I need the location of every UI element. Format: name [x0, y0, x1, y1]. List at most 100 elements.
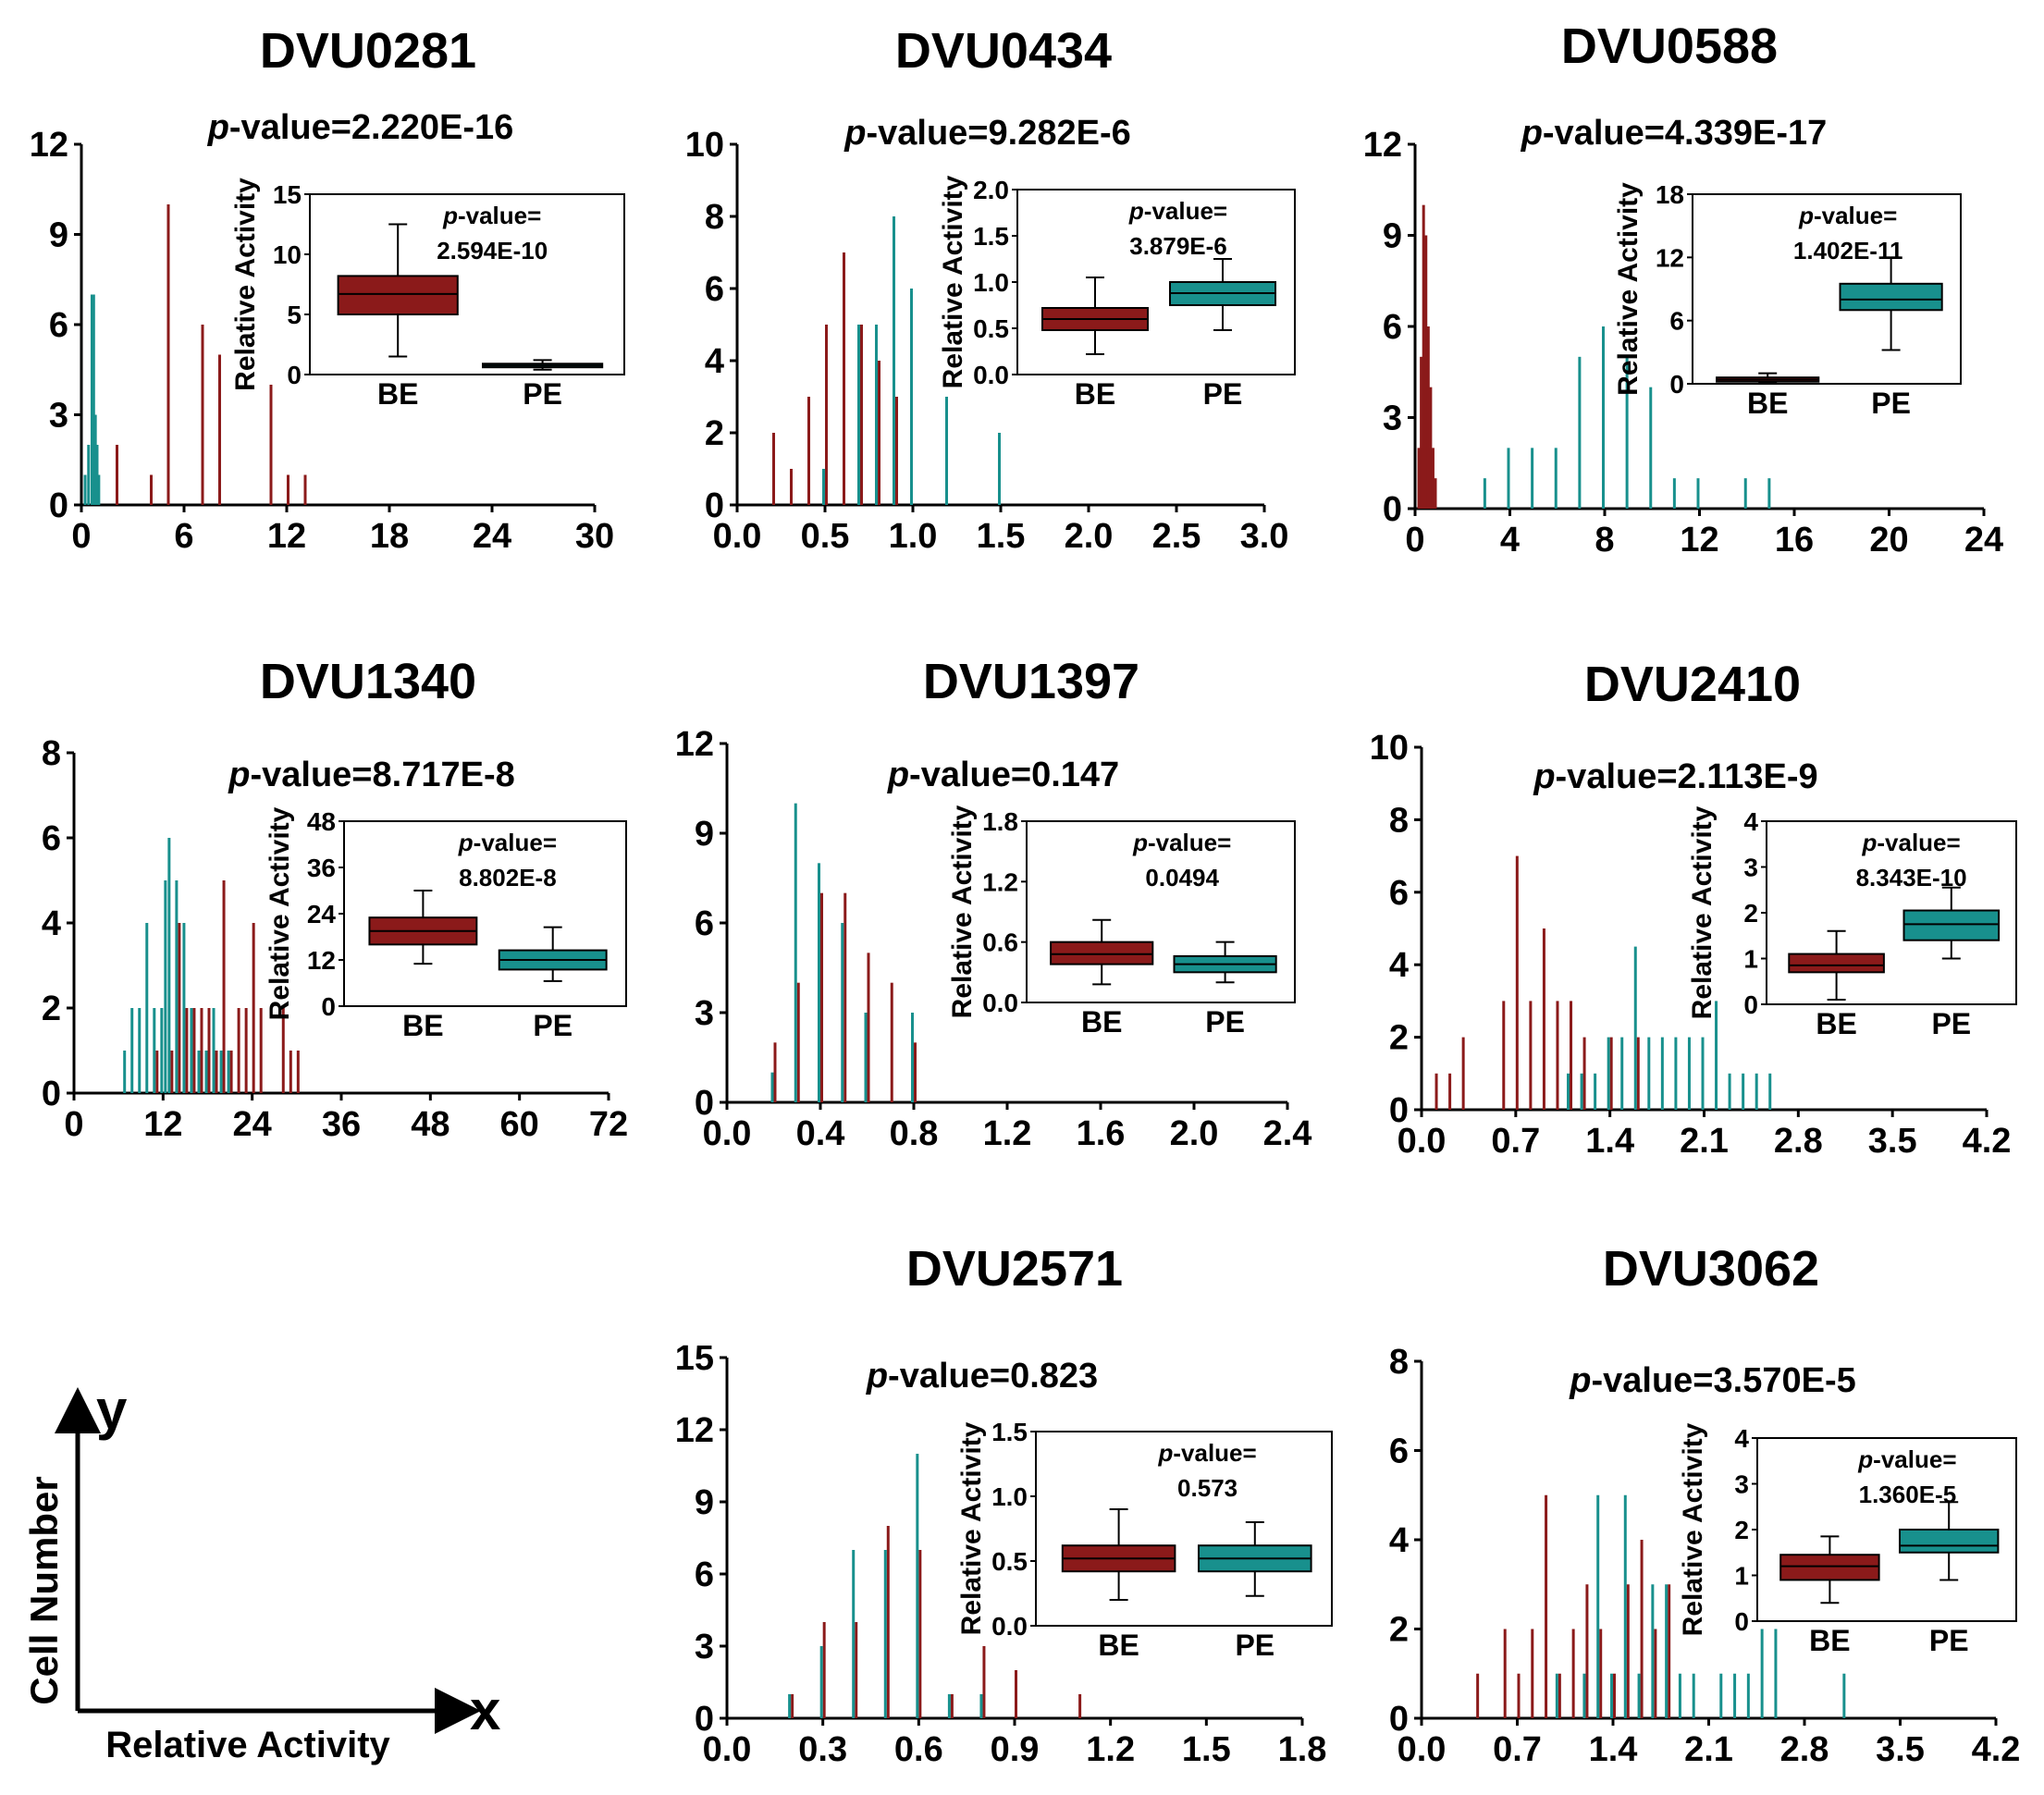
- y-tick-label: 9: [695, 1483, 714, 1522]
- inset-category-label: PE: [1929, 1624, 1969, 1657]
- bar-pe: [788, 1694, 792, 1718]
- box-pe: [1169, 258, 1276, 331]
- x-tick-label: 4.2: [1963, 1122, 2012, 1161]
- panel-pvalue: p-value=0.147: [887, 756, 1119, 794]
- bar-be: [860, 325, 863, 505]
- bar-be: [252, 923, 255, 1093]
- bar-be: [843, 252, 845, 505]
- y-tick-label: 6: [49, 306, 68, 345]
- bar-be: [1448, 1073, 1452, 1110]
- bar-pe: [175, 880, 179, 1093]
- box-pe: [1839, 256, 1943, 351]
- x-tick-label: 1.5: [977, 517, 1026, 556]
- inset-pvalue-label: p-value=: [458, 829, 557, 856]
- legend-x-letter: x: [470, 1679, 500, 1741]
- inset-frame: [309, 193, 625, 375]
- x-tick-label: 2.1: [1684, 1730, 1733, 1769]
- inset-pvalue-label: p-value=: [1132, 829, 1231, 856]
- inset-y-tick-label: 1: [1734, 1562, 1749, 1591]
- inset-frame: [1026, 820, 1296, 1003]
- y-tick-label: 0: [1389, 1091, 1409, 1130]
- inset-y-axis-label: Relative Activity: [1687, 805, 1718, 1019]
- inset-y-axis-label: Relative Activity: [265, 806, 295, 1020]
- inset-pvalue-italic-p: p: [442, 202, 458, 229]
- inset-pvalue-label: p-value=: [1798, 202, 1897, 229]
- pvalue-italic-p: p: [866, 1357, 888, 1395]
- y-tick-label: 4: [705, 342, 724, 381]
- bar-be: [1529, 1001, 1533, 1110]
- inset-pvalue-equals: -value=: [474, 829, 557, 856]
- bar-pe: [1665, 1584, 1668, 1718]
- y-tick-label: 3: [695, 994, 714, 1033]
- inset-pvalue-equals: -value=: [1148, 829, 1231, 856]
- bar-be: [200, 1008, 203, 1093]
- panel-title: DVU1340: [260, 654, 476, 709]
- pvalue-text: -value=9.282E-6: [866, 114, 1130, 153]
- x-tick-label: 36: [322, 1105, 361, 1144]
- x-tick-label: 4: [1500, 521, 1520, 559]
- bar-pe: [164, 880, 167, 1093]
- bar-pe: [92, 294, 95, 505]
- inset-y-tick-label: 0.0: [982, 989, 1018, 1017]
- box-iqr: [337, 275, 459, 315]
- inset-y-tick-label: 0.5: [973, 314, 1009, 343]
- bar-be: [1531, 1629, 1534, 1718]
- inset-y-tick-label: 0: [287, 361, 302, 389]
- bar-be: [855, 1622, 858, 1718]
- box-iqr: [1779, 1554, 1880, 1581]
- inset-y-tick-label: 3: [1734, 1470, 1749, 1499]
- bar-be: [867, 953, 870, 1102]
- bar-pe: [97, 474, 101, 505]
- box-be: [337, 223, 459, 358]
- bar-be: [1434, 1073, 1438, 1110]
- bar-be: [1078, 1694, 1082, 1718]
- inset-boxplot: 0 12 24 36 48 Relative Activity p-value= 8.802E…: [265, 806, 627, 1042]
- y-tick-label: 0: [42, 1075, 61, 1113]
- bar-pe: [1696, 478, 1700, 509]
- x-tick-label: 3.5: [1868, 1122, 1917, 1161]
- x-tick-label: 18: [370, 517, 409, 556]
- bar-pe: [219, 1051, 223, 1093]
- y-tick-label: 12: [675, 1411, 714, 1450]
- bar-be: [289, 1051, 292, 1093]
- inset-y-tick-label: 3: [1743, 854, 1758, 882]
- x-tick-label: 0.0: [703, 1730, 752, 1769]
- bar-pe: [852, 1550, 856, 1718]
- bar-pe: [1596, 1494, 1600, 1718]
- bar-pe: [1678, 1673, 1681, 1718]
- x-tick-label: 1.6: [1077, 1114, 1126, 1153]
- bar-pe: [910, 289, 913, 505]
- box-pe: [1902, 886, 2001, 960]
- bar-be: [259, 1008, 263, 1093]
- panel-title: DVU2410: [1584, 657, 1801, 712]
- bar-be: [237, 1008, 240, 1093]
- bar-pe: [87, 445, 91, 505]
- x-tick-label: 0: [71, 517, 91, 556]
- inset-y-tick-label: 4: [1743, 807, 1758, 836]
- inset-y-tick-label: 0: [321, 992, 336, 1021]
- bar-pe: [1768, 1073, 1772, 1110]
- bar-be: [1613, 1673, 1616, 1718]
- bar-be: [843, 892, 847, 1102]
- pvalue-italic-p: p: [1569, 1361, 1591, 1400]
- box-be: [1788, 929, 1885, 1002]
- inset-y-tick-label: 1.0: [973, 268, 1009, 297]
- pvalue-text: -value=0.147: [909, 756, 1119, 794]
- bar-pe: [212, 1008, 215, 1093]
- box-iqr: [1839, 282, 1943, 312]
- x-tick-label: 12: [267, 517, 306, 556]
- bar-be: [215, 1051, 218, 1093]
- y-tick-label: 4: [42, 904, 61, 943]
- panel-pvalue: p-value=3.570E-5: [1569, 1361, 1855, 1400]
- inset-y-tick-label: 24: [307, 900, 337, 928]
- bar-be: [895, 397, 898, 505]
- x-tick-label: 30: [575, 517, 614, 556]
- inset-y-tick-label: 1: [1743, 945, 1758, 974]
- x-tick-label: 0.0: [713, 517, 762, 556]
- x-tick-label: 1.5: [1182, 1730, 1231, 1769]
- y-tick-label: 6: [695, 1555, 714, 1594]
